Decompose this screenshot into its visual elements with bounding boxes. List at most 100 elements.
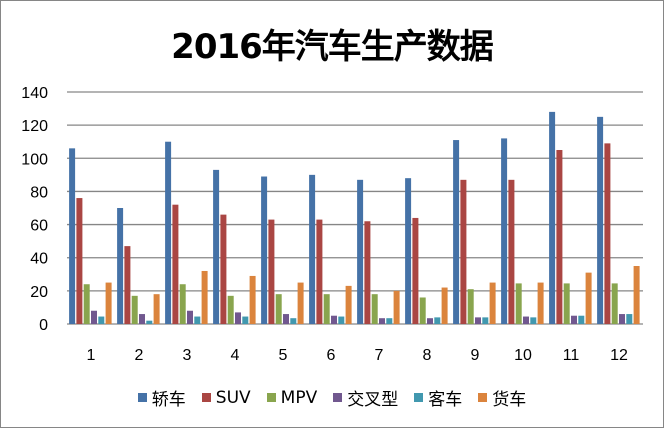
legend-swatch — [333, 393, 343, 402]
legend-label: 交叉型 — [347, 390, 399, 410]
bar-交叉型-5 — [283, 314, 289, 324]
bar-轿车-8 — [405, 178, 412, 324]
bar-轿车-5 — [261, 176, 268, 324]
bar-货车-1 — [105, 282, 112, 324]
bar-交叉型-1 — [91, 310, 97, 324]
bar-客车-12 — [626, 314, 633, 324]
bar-货车-12 — [633, 266, 640, 324]
bar-MPV-5 — [275, 294, 282, 324]
y-tick-label: 0 — [39, 317, 48, 334]
x-tick-label: 3 — [183, 347, 192, 364]
x-tick-label: 6 — [327, 347, 336, 364]
legend-swatch — [414, 393, 424, 402]
bar-MPV-8 — [419, 297, 426, 324]
y-tick-label: 120 — [21, 118, 48, 135]
bar-交叉型-6 — [331, 315, 337, 324]
bar-MPV-12 — [611, 283, 618, 324]
bar-SUV-8 — [412, 217, 419, 324]
bar-交叉型-3 — [187, 310, 193, 324]
legend: 轿车 SUV MPV 交叉型 客车 货车 — [1, 385, 663, 410]
bar-MPV-3 — [179, 284, 186, 324]
bar-货车-2 — [153, 294, 160, 324]
bar-SUV-9 — [460, 179, 467, 324]
legend-swatch — [266, 393, 276, 402]
bar-货车-7 — [393, 290, 400, 324]
y-tick-label: 60 — [30, 218, 48, 235]
bar-MPV-10 — [515, 283, 522, 324]
bar-轿车-10 — [501, 138, 508, 324]
bar-轿车-12 — [597, 116, 604, 324]
legend-swatch — [201, 393, 211, 402]
bar-货车-10 — [537, 282, 544, 324]
bar-SUV-6 — [316, 219, 323, 324]
bar-货车-5 — [297, 282, 304, 324]
bar-SUV-5 — [268, 219, 275, 324]
y-tick-label: 80 — [30, 184, 48, 201]
bar-MPV-9 — [467, 289, 474, 324]
bar-SUV-7 — [364, 221, 371, 324]
bar-客车-1 — [98, 316, 105, 324]
x-tick-label: 4 — [231, 347, 240, 364]
bar-交叉型-12 — [619, 314, 625, 324]
bar-MPV-11 — [563, 283, 570, 324]
bar-交叉型-7 — [379, 318, 385, 324]
legend-swatch — [137, 393, 147, 402]
bar-SUV-1 — [76, 198, 83, 324]
x-tick-label: 1 — [87, 347, 96, 364]
bar-轿车-2 — [117, 208, 124, 324]
x-tick-label: 8 — [423, 347, 432, 364]
bar-SUV-10 — [508, 179, 515, 324]
legend-label: 轿车 — [151, 390, 186, 410]
bar-货车-9 — [489, 282, 496, 324]
bar-轿车-6 — [309, 174, 316, 324]
x-tick-label: 12 — [610, 347, 628, 364]
bar-客车-9 — [482, 317, 489, 324]
x-tick-label: 11 — [563, 347, 580, 364]
legend-label: 客车 — [428, 390, 463, 410]
bar-SUV-12 — [604, 143, 611, 324]
bar-SUV-3 — [172, 204, 179, 324]
x-tick-label: 7 — [375, 347, 384, 364]
bar-客车-3 — [194, 316, 201, 324]
legend-label: MPV — [280, 387, 318, 408]
bar-客车-10 — [530, 317, 537, 324]
x-tick-label: 10 — [514, 347, 532, 364]
bar-交叉型-9 — [475, 317, 481, 324]
bar-货车-4 — [249, 275, 256, 324]
legend-label: SUV — [215, 387, 251, 408]
bar-交叉型-2 — [139, 314, 145, 324]
legend-item: SUV — [201, 385, 251, 410]
bar-客车-8 — [434, 317, 441, 324]
bar-客车-11 — [578, 315, 585, 324]
bar-货车-8 — [441, 287, 448, 324]
bar-客车-7 — [386, 318, 393, 324]
bar-客车-5 — [290, 318, 297, 324]
bar-MPV-4 — [227, 295, 234, 324]
bar-客车-4 — [242, 316, 249, 324]
bar-SUV-2 — [124, 246, 131, 324]
bar-轿车-4 — [213, 169, 220, 324]
bar-交叉型-10 — [523, 316, 529, 324]
bar-轿车-9 — [453, 140, 460, 324]
y-tick-label: 40 — [30, 251, 48, 268]
bar-MPV-2 — [131, 295, 138, 324]
legend-item: 客车 — [414, 385, 462, 410]
chart-title: 2016年汽车生产数据 — [171, 27, 494, 67]
bar-轿车-11 — [549, 111, 556, 324]
bar-SUV-11 — [556, 150, 563, 324]
legend-swatch — [478, 393, 488, 402]
legend-item: 交叉型 — [333, 385, 398, 410]
legend-item: 轿车 — [137, 385, 186, 410]
bar-客车-2 — [146, 320, 153, 324]
bar-交叉型-8 — [427, 318, 433, 324]
x-tick-label: 9 — [471, 347, 480, 364]
bar-MPV-6 — [323, 294, 330, 324]
legend-label: 货车 — [492, 390, 527, 410]
bar-货车-6 — [345, 285, 352, 324]
y-tick-label: 20 — [30, 284, 48, 301]
bar-货车-3 — [201, 270, 208, 324]
bar-交叉型-11 — [571, 315, 577, 324]
bar-SUV-4 — [220, 214, 227, 324]
